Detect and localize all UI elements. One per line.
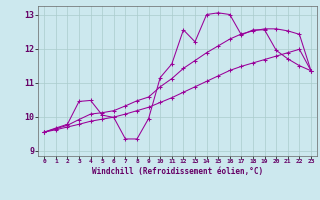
X-axis label: Windchill (Refroidissement éolien,°C): Windchill (Refroidissement éolien,°C) [92,167,263,176]
